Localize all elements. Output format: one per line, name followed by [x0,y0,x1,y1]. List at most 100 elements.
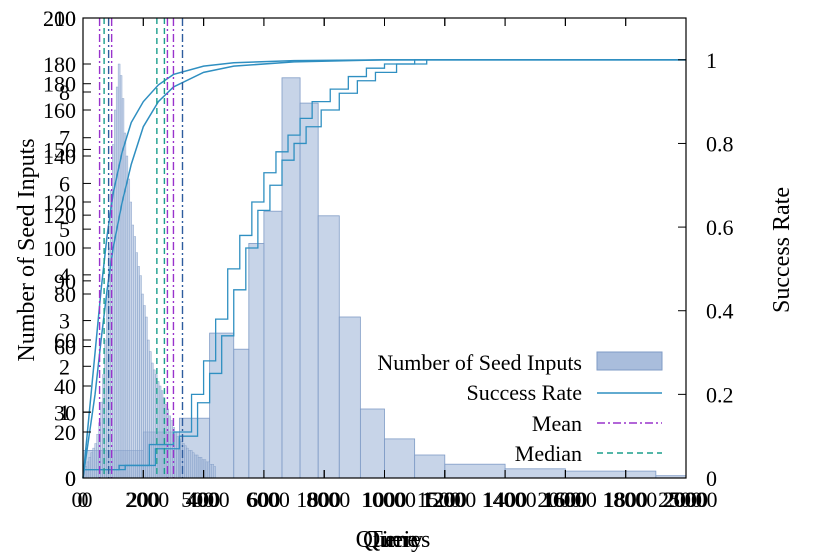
y2-tick-label-2: 0.4 [706,299,734,324]
x-axis-label-1: Time [368,527,418,553]
histogram-bar-25 [131,224,134,479]
y-tick-label-1-4: 120 [43,203,76,228]
y-tick-label-1-2: 60 [54,335,76,360]
histogram-bar-35 [151,362,154,479]
histogram-bar-31 [143,305,146,479]
x-tick-label-0-3: 600 [247,487,280,512]
histogram-wide-bar-6 [263,210,283,479]
y-tick-label-1-5: 150 [43,137,76,162]
histogram-bar-39 [158,385,162,479]
histogram-bar-28 [137,266,140,479]
x-tick-label-2-2: 1000 [296,487,340,512]
histogram-bar-22 [125,155,129,479]
histogram-bar-60 [199,457,203,479]
y-tick-label-0-7: 140 [43,144,76,169]
histogram-bar-4 [90,452,93,479]
histogram-bar-54 [188,450,191,479]
histogram-bar-19 [119,75,123,479]
x-tick-label-0-0: 0 [78,487,89,512]
y-tick-label-0-8: 160 [43,98,76,123]
histogram-bar-17 [115,86,119,479]
histogram-bar-63 [205,461,209,479]
x-tick-label-1-4: 8000 [306,487,350,512]
y-tick-label-0-9: 180 [43,52,76,77]
y-tick-label-0-5: 100 [43,236,76,261]
y2-tick-label-3: 0.6 [706,215,734,240]
y-tick-label-2-0: 1 [59,400,70,425]
x-tick-label-2-3: 1500 [417,487,461,512]
histogram-bar-56 [192,452,195,479]
histogram-bar-42 [164,404,168,479]
x-tick-label-1-0: 0 [82,487,93,512]
success-rate-step-b [83,59,686,471]
histogram-bar-9 [100,401,103,479]
histogram-bar-66 [211,464,214,479]
success-rate-curve-a [82,59,686,479]
legend: Number of Seed Inputs Success Rate Mean … [377,350,663,466]
histogram-bar-52 [184,445,187,479]
y-tick-label-0-6: 120 [43,190,76,215]
y-tick-label-0-0: 0 [65,466,76,491]
y2-tick-label-4: 0.8 [706,131,734,156]
histogram-bar-65 [209,464,212,479]
legend-label-success-rate: Success Rate [467,380,582,405]
x-tick-label-2-0: 0 [72,487,83,512]
histogram-bar-16 [114,109,117,479]
y-tick-label-1-0: 0 [65,466,76,491]
x-tick-label-1-3: 6000 [246,487,290,512]
y-tick-label-2-1: 2 [59,354,70,379]
x-tick-label-0-1: 200 [127,487,160,512]
legend-label-mean: Mean [532,411,582,436]
x-tick-label-0-5: 1000 [363,487,407,512]
histogram-bar-64 [207,461,211,479]
histogram-bar-57 [194,454,197,479]
x-tick-label-0-8: 1600 [543,487,587,512]
tick-labels: 0 200 400 600 800 1000 1200 1400 1600 1800 20000 20… [43,6,734,512]
y-tick-label-1-3: 90 [54,269,76,294]
y-tick-label-1-1: 30 [54,400,76,425]
histogram-wide-bar-7 [281,77,301,479]
y-tick-label-0-3: 60 [54,328,76,353]
histogram-bar-3 [88,457,92,479]
x-tick-label-0-6: 1200 [423,487,467,512]
x-tick-label-0-10: 2000 [664,487,708,512]
y-tick-label-0-1: 20 [54,420,76,445]
histogram-bar-30 [141,293,144,479]
y-tick-label-0-4: 80 [54,282,76,307]
histogram-wide-bar-11 [359,408,385,479]
x-tick-label-1-10: 20000 [663,487,718,512]
histogram-bar-53 [186,447,189,479]
histogram-bar-20 [121,98,125,479]
x-tick-label-1-5: 10000 [361,487,416,512]
x-tick-label-1-2: 4000 [186,487,230,512]
y-tick-label-2-2: 3 [59,309,70,334]
success-rate-step-a [83,59,686,471]
y-tick-label-0-10: 200 [43,6,76,31]
histogram-bar-6 [94,443,97,479]
mean-median-lines [98,18,184,478]
y-tick-label-2-5: 6 [59,171,70,196]
x-tick-label-1-1: 2000 [125,487,169,512]
histogram-bar-29 [139,275,142,479]
x-tick-label-0-2: 400 [187,487,220,512]
histogram-bar-55 [190,450,193,479]
histogram-bar-67 [213,466,216,479]
histogram-bar-44 [168,415,171,479]
histogram-bar-32 [145,316,148,479]
histogram-bar-5 [92,447,95,479]
legend-swatch-seed-inputs [596,351,663,371]
x-tick-label-1-9: 18000 [602,487,657,512]
histogram-bar-18 [117,63,121,479]
y-tick-label-2-4: 5 [59,217,70,242]
x-tick-label-1-7: 14000 [482,487,537,512]
x-axis-label-2: Queries [356,527,431,553]
y-tick-label-1-7: 210 [43,6,76,31]
y2-tick-label-0: 0 [706,466,717,491]
x-tick-label-1-6: 12000 [421,487,476,512]
histogram-wide-bar-5 [248,242,265,479]
y-tick-label-2-7: 8 [59,80,70,105]
y2-tick-label-5: 1 [706,48,717,73]
x-tick-label-0-4: 800 [308,487,341,512]
